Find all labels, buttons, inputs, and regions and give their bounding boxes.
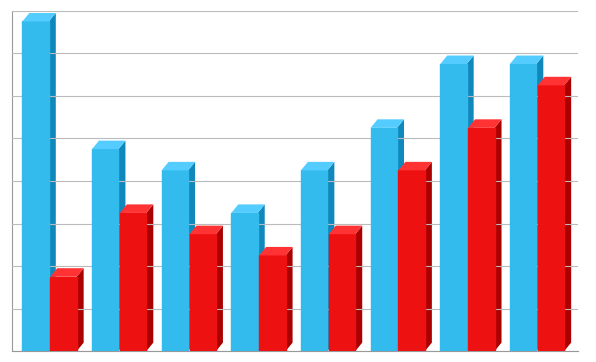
Bar bbox=[23, 21, 49, 351]
Polygon shape bbox=[23, 13, 56, 21]
Polygon shape bbox=[440, 55, 474, 64]
Bar bbox=[371, 128, 397, 351]
Bar bbox=[92, 149, 119, 351]
Polygon shape bbox=[188, 162, 195, 351]
Polygon shape bbox=[425, 162, 432, 351]
Polygon shape bbox=[77, 268, 83, 351]
Polygon shape bbox=[397, 119, 404, 351]
Polygon shape bbox=[259, 247, 293, 256]
Bar bbox=[510, 64, 536, 351]
Bar bbox=[301, 171, 327, 351]
Polygon shape bbox=[162, 162, 195, 171]
Polygon shape bbox=[119, 140, 125, 351]
Polygon shape bbox=[257, 205, 265, 351]
Polygon shape bbox=[510, 55, 544, 64]
Polygon shape bbox=[216, 226, 223, 351]
Bar bbox=[50, 277, 77, 351]
Bar bbox=[468, 128, 495, 351]
Bar bbox=[259, 256, 285, 351]
Polygon shape bbox=[49, 13, 56, 351]
Polygon shape bbox=[536, 55, 544, 351]
Polygon shape bbox=[495, 119, 501, 351]
Polygon shape bbox=[467, 55, 474, 351]
Polygon shape bbox=[190, 226, 223, 234]
Polygon shape bbox=[327, 162, 334, 351]
Polygon shape bbox=[371, 119, 404, 128]
Bar bbox=[538, 85, 564, 351]
Bar bbox=[190, 234, 216, 351]
Bar bbox=[120, 213, 147, 351]
Polygon shape bbox=[92, 140, 125, 149]
Bar bbox=[162, 171, 188, 351]
Polygon shape bbox=[120, 205, 153, 213]
Polygon shape bbox=[564, 77, 571, 351]
Polygon shape bbox=[329, 226, 362, 234]
Polygon shape bbox=[285, 247, 293, 351]
Polygon shape bbox=[538, 77, 571, 85]
Polygon shape bbox=[147, 205, 153, 351]
Polygon shape bbox=[468, 119, 501, 128]
Polygon shape bbox=[231, 205, 265, 213]
Polygon shape bbox=[399, 162, 432, 171]
Bar bbox=[399, 171, 425, 351]
Bar bbox=[231, 213, 257, 351]
Bar bbox=[329, 234, 355, 351]
Polygon shape bbox=[355, 226, 362, 351]
Polygon shape bbox=[50, 268, 83, 277]
Polygon shape bbox=[301, 162, 334, 171]
Bar bbox=[440, 64, 467, 351]
